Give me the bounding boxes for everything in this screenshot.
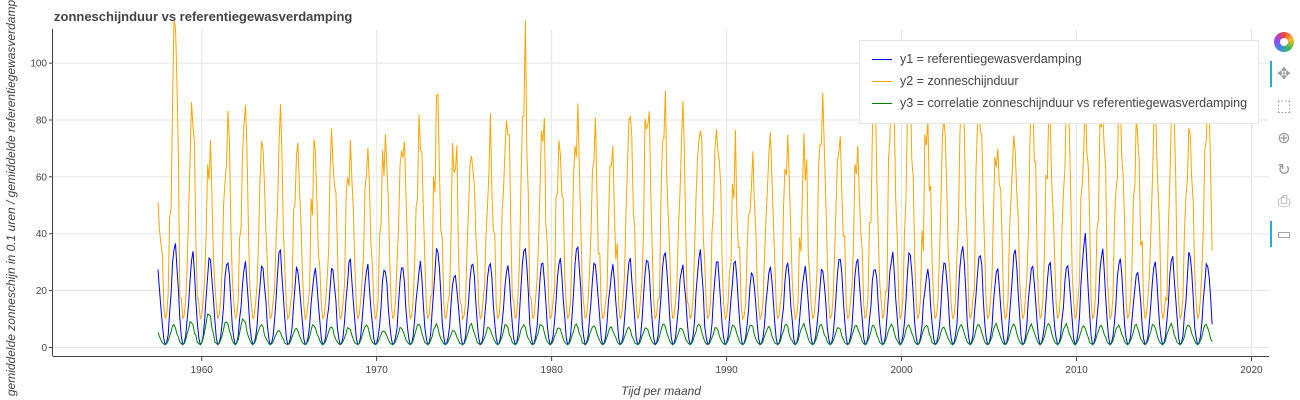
series-line-2[interactable] bbox=[157, 20, 1213, 321]
toolbar: ✥ ⬚ ⊕ ↻ ⎙ ▭ bbox=[1268, 26, 1300, 250]
box-zoom-tool-icon[interactable]: ⬚ bbox=[1276, 98, 1292, 115]
x-tick-label: 1980 bbox=[541, 365, 564, 376]
legend-label-y1: y1 = referentiegewasverdamping bbox=[900, 52, 1082, 66]
y-tick-label: 0 bbox=[41, 343, 47, 354]
legend-swatch-y1 bbox=[872, 58, 892, 60]
legend-swatch-y2 bbox=[872, 80, 892, 82]
legend-label-y3: y3 = correlatie zonneschijnduur vs refer… bbox=[900, 96, 1248, 110]
x-tick-label: 1960 bbox=[191, 365, 214, 376]
legend-swatch-y3 bbox=[872, 102, 892, 104]
legend: y1 = referentiegewasverdamping y2 = zonn… bbox=[859, 40, 1259, 124]
series-lines bbox=[157, 20, 1213, 346]
x-tick-label: 2010 bbox=[1065, 365, 1088, 376]
x-tick-label: 1990 bbox=[715, 365, 738, 376]
x-tick-label: 2000 bbox=[890, 365, 913, 376]
chart-title: zonneschijnduur vs referentiegewasverdam… bbox=[54, 9, 353, 24]
reset-tool-icon[interactable]: ↻ bbox=[1277, 162, 1291, 179]
x-tick-label: 2020 bbox=[1240, 365, 1263, 376]
bokeh-logo-icon[interactable] bbox=[1268, 26, 1300, 58]
x-tick-label: 1970 bbox=[366, 365, 389, 376]
hover-tool-icon[interactable]: ▭ bbox=[1268, 218, 1300, 250]
y-axis-label: gemiddelde zonneschijn in 0.1 uren / gem… bbox=[4, 0, 18, 396]
legend-item-y2[interactable]: y2 = zonneschijnduur bbox=[860, 70, 1258, 92]
series-line-1[interactable] bbox=[157, 232, 1213, 346]
save-tool-icon[interactable]: ⎙ bbox=[1277, 193, 1291, 210]
y-tick-label: 100 bbox=[30, 59, 47, 70]
axes: 0 20 40 60 80 100 1960 1970 1980 1990 2000 2010 2020 bbox=[30, 29, 1269, 376]
y-tick-label: 20 bbox=[36, 286, 48, 297]
y-tick-label: 80 bbox=[36, 115, 48, 126]
series-line-3[interactable] bbox=[157, 313, 1213, 346]
y-tick-label: 60 bbox=[36, 172, 48, 183]
legend-item-y1[interactable]: y1 = referentiegewasverdamping bbox=[860, 48, 1258, 70]
legend-label-y2: y2 = zonneschijnduur bbox=[900, 74, 1019, 88]
legend-item-y3[interactable]: y3 = correlatie zonneschijnduur vs refer… bbox=[860, 92, 1258, 114]
pan-tool-icon[interactable]: ✥ bbox=[1268, 58, 1300, 90]
grid-lines bbox=[53, 29, 1269, 356]
wheel-zoom-tool-icon[interactable]: ⊕ bbox=[1277, 130, 1291, 147]
x-axis-label: Tijd per maand bbox=[621, 384, 701, 398]
y-tick-label: 40 bbox=[36, 229, 48, 240]
